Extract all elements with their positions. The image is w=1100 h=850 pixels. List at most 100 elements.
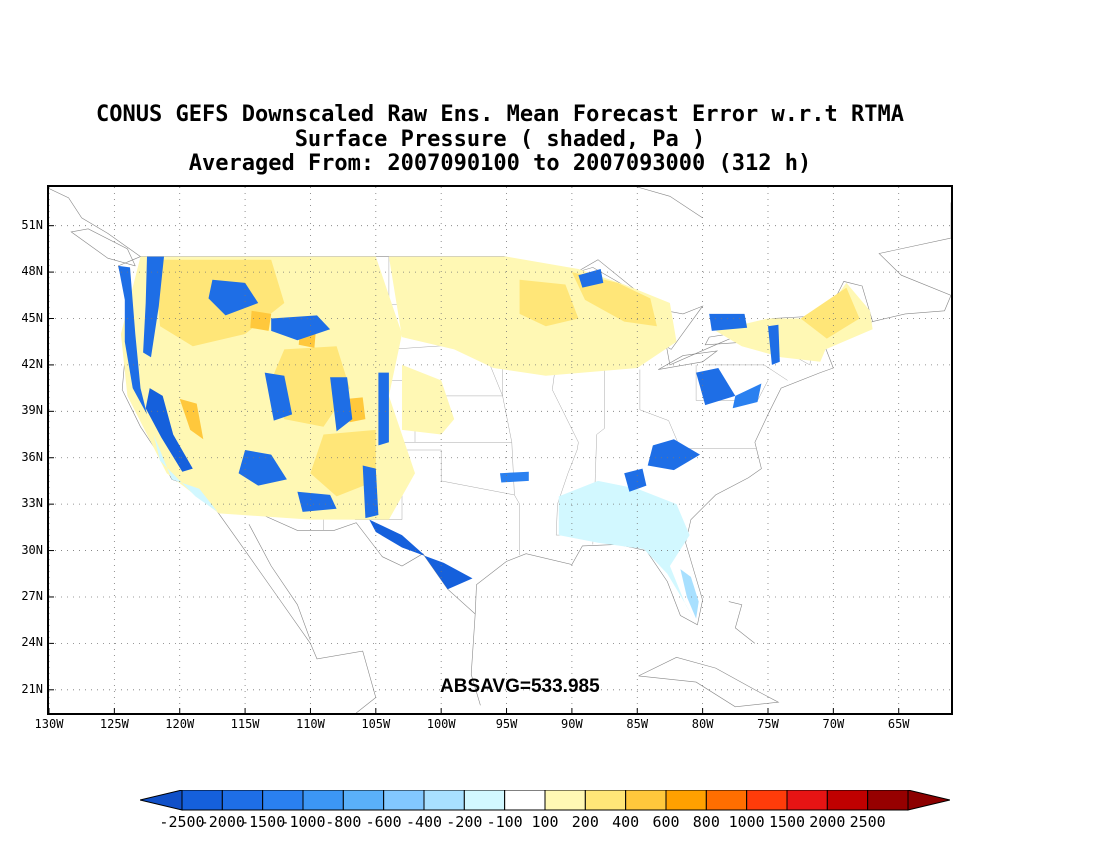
mexico-gulf-coast	[470, 613, 481, 706]
colorbar-segment	[262, 790, 304, 811]
shade-region-18	[145, 388, 193, 472]
lat-tick-label: 30N	[21, 542, 43, 557]
colorbar-segment	[705, 790, 748, 811]
state-border-10	[705, 364, 788, 381]
lat-tick-label: 48N	[21, 264, 43, 279]
lon-tick-label: 120W	[165, 717, 195, 731]
state-border-15	[402, 449, 515, 496]
lon-tick-label: 115W	[230, 717, 260, 731]
lat-tick-label: 33N	[21, 496, 43, 511]
shaded-field	[118, 256, 873, 622]
shade-region-34	[578, 269, 604, 288]
chart-subtitle-period: Averaged From: 2007090100 to 2007093000 …	[188, 151, 812, 176]
colorbar-segment	[665, 790, 707, 811]
bc-coast	[49, 188, 141, 257]
shade-region-14	[153, 434, 218, 512]
colorbar-tick-label: -400	[405, 813, 443, 831]
shade-region-8	[310, 429, 376, 497]
colorbar-tick-label: -1000	[280, 813, 326, 831]
lat-tick-label: 27N	[21, 588, 43, 603]
chart-title: CONUS GEFS Downscaled Raw Ens. Mean Fore…	[96, 102, 904, 127]
colorbar	[140, 790, 950, 811]
colorbar-tick-label: -2500	[159, 813, 205, 831]
colorbar-segment	[463, 790, 506, 811]
colorbar-tick-label: 2000	[809, 813, 846, 831]
lon-tick-label: 125W	[99, 717, 129, 731]
lat-lon-grid	[49, 187, 951, 713]
shade-region-27	[362, 465, 379, 519]
shade-region-23	[330, 377, 353, 432]
lat-tick-label: 42N	[21, 356, 43, 371]
lat-tick-label: 51N	[21, 217, 43, 232]
colorbar-tick-label: 1500	[768, 813, 806, 831]
state-border-9	[695, 364, 769, 401]
shade-region-26	[378, 372, 389, 446]
colorbar-segment	[221, 790, 264, 811]
colorbar-segment	[544, 790, 586, 811]
lat-tick-label: 36N	[21, 449, 43, 464]
shade-region-5	[519, 279, 579, 327]
state-border-7	[639, 369, 757, 449]
vancouver-island	[70, 228, 136, 267]
shade-region-9	[800, 287, 860, 339]
lat-tick-label: 21N	[21, 681, 43, 696]
shade-region-31	[624, 468, 647, 492]
shade-region-10	[179, 398, 204, 440]
lat-tick-label: 45N	[21, 310, 43, 325]
colorbar-segment	[342, 790, 385, 811]
colorbar-over-arrow	[907, 790, 950, 811]
colorbar-tick-label: -600	[365, 813, 402, 831]
great-lake-3	[658, 350, 719, 370]
colorbar-under-arrow	[140, 790, 183, 811]
colorbar-segment	[786, 790, 828, 811]
shade-region-4	[571, 272, 657, 327]
shade-region-24	[238, 450, 287, 486]
lon-tick-label: 95W	[495, 717, 518, 731]
lon-tick-label: 65W	[887, 717, 910, 731]
colorbar-segment	[504, 790, 546, 811]
shade-region-22	[264, 372, 293, 421]
colorbar-tick-label: 600	[652, 813, 680, 831]
canada-east-coast	[872, 202, 951, 322]
lat-tick-label: 24N	[21, 635, 43, 650]
shade-region-25	[297, 491, 337, 512]
colorbar-tick-label: 200	[571, 813, 599, 831]
colorbar-segment	[746, 790, 788, 811]
colorbar-tick-label: -200	[446, 813, 483, 831]
colorbar-segment	[826, 790, 869, 811]
colorbar-tick-label: -100	[486, 813, 523, 831]
shade-region-11	[250, 310, 272, 331]
shade-region-19	[143, 256, 164, 358]
lon-tick-label: 100W	[426, 717, 456, 731]
colorbar-segment	[625, 790, 667, 811]
colorbar-tick-label: 400	[612, 813, 640, 831]
lon-tick-label: 75W	[757, 717, 779, 731]
colorbar-segment	[181, 790, 223, 811]
colorbar-tick-label: 100	[531, 813, 559, 831]
shade-region-21	[271, 315, 331, 341]
shade-region-28	[369, 519, 473, 590]
shade-region-2	[402, 364, 455, 435]
colorbar-segment	[867, 790, 909, 811]
baja-coast	[248, 524, 311, 641]
colorbar-segment	[383, 790, 425, 811]
colorbar-segment	[584, 790, 627, 811]
shade-region-7	[271, 346, 350, 427]
chart-subtitle-variable: Surface Pressure ( shaded, Pa )	[294, 127, 706, 152]
colorbar-segment	[423, 790, 465, 811]
shade-region-35	[500, 471, 529, 483]
mexico-pacific-coast	[217, 511, 377, 713]
colorbar-tick-label: -800	[325, 813, 362, 831]
colorbar-tick-label: -2000	[199, 813, 245, 831]
shade-region-32	[768, 324, 780, 365]
shade-region-16	[680, 569, 699, 619]
map-panel	[47, 185, 953, 715]
shade-region-36	[732, 383, 762, 409]
shade-region-30	[647, 439, 700, 471]
absavg-statistic: ABSAVG=533.985	[440, 676, 600, 697]
colorbar-segment	[302, 790, 344, 811]
colorbar-tick-label: -1500	[240, 813, 286, 831]
cuba-outline	[638, 656, 780, 708]
colorbar-tick-label: 800	[692, 813, 720, 831]
shade-region-15	[558, 480, 697, 622]
